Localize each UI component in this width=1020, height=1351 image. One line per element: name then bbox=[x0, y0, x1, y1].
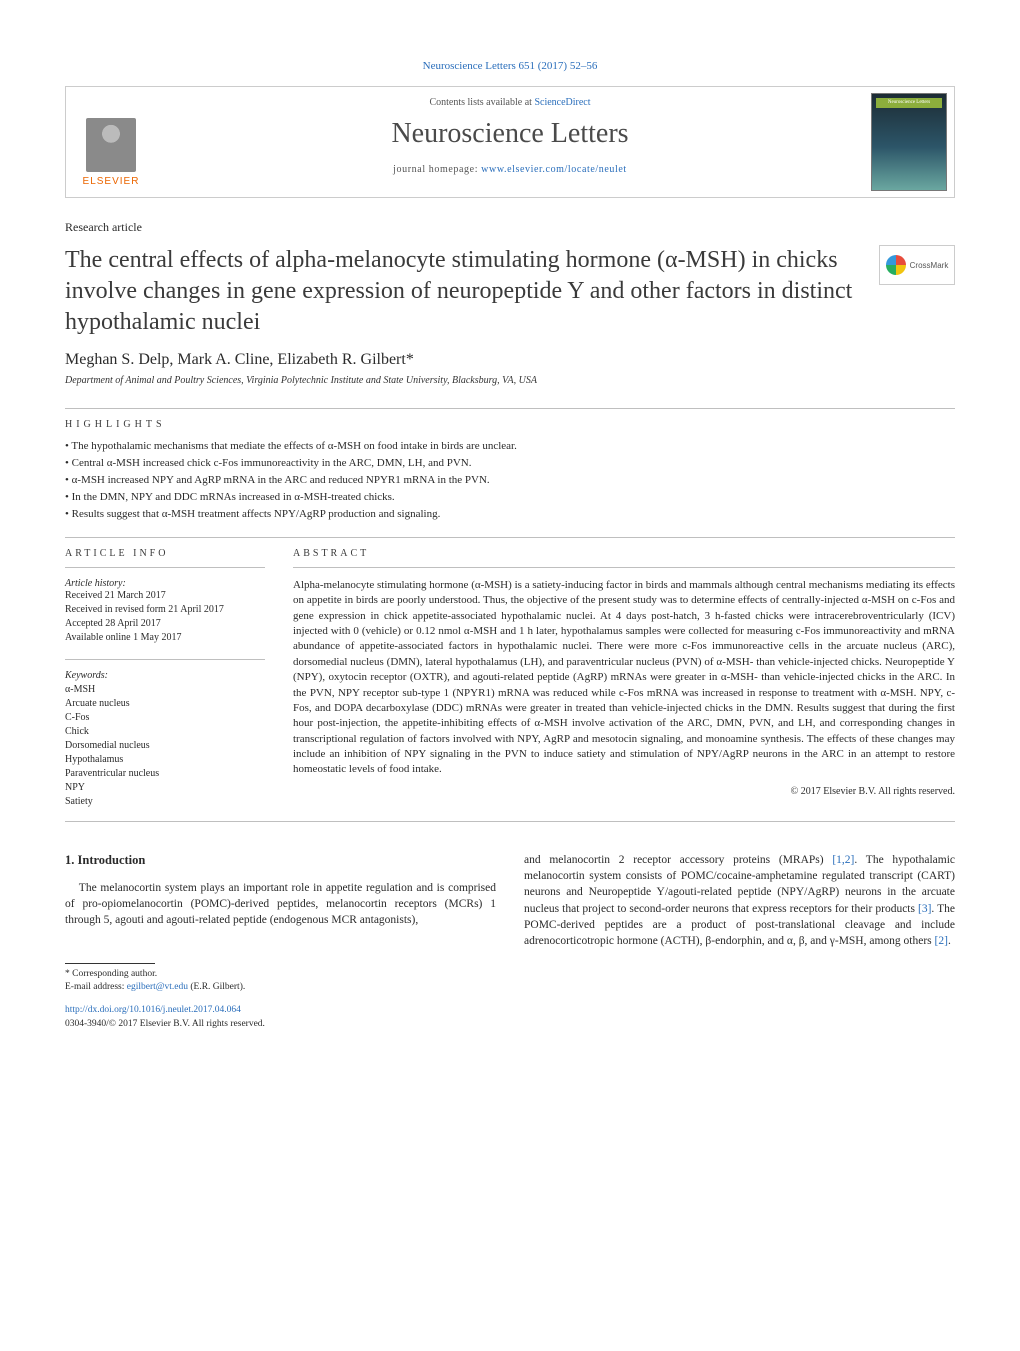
body-right-column: and melanocortin 2 receptor accessory pr… bbox=[524, 852, 955, 1031]
divider bbox=[65, 408, 955, 409]
highlight-item: Results suggest that α-MSH treatment aff… bbox=[65, 506, 955, 523]
email-paren: (E.R. Gilbert). bbox=[188, 982, 245, 992]
divider bbox=[65, 659, 265, 660]
crossmark-badge[interactable]: CrossMark bbox=[879, 245, 955, 285]
header-center: Contents lists available at ScienceDirec… bbox=[156, 87, 864, 197]
cover-strip: Neuroscience Letters bbox=[876, 98, 942, 108]
keyword: Chick bbox=[65, 725, 265, 739]
publisher-name: ELSEVIER bbox=[83, 176, 140, 187]
abstract-column: ABSTRACT Alpha-melanocyte stimulating ho… bbox=[293, 548, 955, 809]
history-line: Accepted 28 April 2017 bbox=[65, 617, 265, 631]
ref-link[interactable]: [1,2] bbox=[832, 854, 854, 866]
intro-para-left: The melanocortin system plays an importa… bbox=[65, 880, 496, 929]
homepage-prefix: journal homepage: bbox=[393, 164, 481, 175]
footnote-rule bbox=[65, 963, 155, 964]
journal-title: Neuroscience Letters bbox=[164, 118, 856, 150]
ref-link[interactable]: [3] bbox=[918, 903, 931, 915]
contents-prefix: Contents lists available at bbox=[429, 97, 534, 108]
divider bbox=[65, 821, 955, 822]
footnote-block: * Corresponding author. E-mail address: … bbox=[65, 963, 496, 1032]
abstract-copyright: © 2017 Elsevier B.V. All rights reserved… bbox=[293, 786, 955, 797]
crossmark-label: CrossMark bbox=[910, 261, 949, 270]
keyword: Paraventricular nucleus bbox=[65, 767, 265, 781]
highlight-item: α-MSH increased NPY and AgRP mRNA in the… bbox=[65, 472, 955, 489]
history-line: Available online 1 May 2017 bbox=[65, 631, 265, 645]
article-type: Research article bbox=[65, 220, 955, 235]
divider bbox=[65, 537, 955, 538]
article-info-label: ARTICLE INFO bbox=[65, 548, 265, 559]
elsevier-logo-icon bbox=[86, 118, 136, 172]
intro-right-seg1: and melanocortin 2 receptor accessory pr… bbox=[524, 854, 832, 866]
corresponding-author: * Corresponding author. bbox=[65, 968, 496, 981]
keyword: Arcuate nucleus bbox=[65, 697, 265, 711]
affiliation: Department of Animal and Poultry Science… bbox=[65, 375, 955, 386]
ref-link[interactable]: [2] bbox=[935, 935, 948, 947]
email-line: E-mail address: egilbert@vt.edu (E.R. Gi… bbox=[65, 981, 496, 994]
body-two-column: 1. Introduction The melanocortin system … bbox=[65, 852, 955, 1031]
highlight-item: The hypothalamic mechanisms that mediate… bbox=[65, 438, 955, 455]
keyword: Dorsomedial nucleus bbox=[65, 739, 265, 753]
keyword: Satiety bbox=[65, 795, 265, 809]
history-line: Received 21 March 2017 bbox=[65, 589, 265, 603]
divider bbox=[65, 567, 265, 568]
email-label: E-mail address: bbox=[65, 982, 127, 992]
keyword: C-Fos bbox=[65, 711, 265, 725]
contents-available: Contents lists available at ScienceDirec… bbox=[164, 97, 856, 108]
body-left-column: 1. Introduction The melanocortin system … bbox=[65, 852, 496, 1031]
sciencedirect-link[interactable]: ScienceDirect bbox=[534, 97, 590, 108]
author-list: Meghan S. Delp, Mark A. Cline, Elizabeth… bbox=[65, 351, 955, 369]
highlight-item: In the DMN, NPY and DDC mRNAs increased … bbox=[65, 489, 955, 506]
journal-header: ELSEVIER Contents lists available at Sci… bbox=[65, 86, 955, 198]
issn-line: 0304-3940/© 2017 Elsevier B.V. All right… bbox=[65, 1018, 496, 1031]
keywords-head: Keywords: bbox=[65, 670, 265, 681]
abstract-text: Alpha-melanocyte stimulating hormone (α-… bbox=[293, 578, 955, 778]
email-link[interactable]: egilbert@vt.edu bbox=[127, 982, 188, 992]
keyword: NPY bbox=[65, 781, 265, 795]
homepage-line: journal homepage: www.elsevier.com/locat… bbox=[164, 164, 856, 175]
abstract-label: ABSTRACT bbox=[293, 548, 955, 559]
article-title: The central effects of alpha-melanocyte … bbox=[65, 245, 865, 339]
article-info-column: ARTICLE INFO Article history: Received 2… bbox=[65, 548, 265, 809]
highlight-item: Central α-MSH increased chick c-Fos immu… bbox=[65, 455, 955, 472]
highlights-label: HIGHLIGHTS bbox=[65, 419, 955, 430]
history-head: Article history: bbox=[65, 578, 265, 589]
homepage-link[interactable]: www.elsevier.com/locate/neulet bbox=[481, 164, 627, 175]
keyword: α-MSH bbox=[65, 683, 265, 697]
keyword: Hypothalamus bbox=[65, 753, 265, 767]
divider bbox=[293, 567, 955, 568]
citation-line: Neuroscience Letters 651 (2017) 52–56 bbox=[65, 60, 955, 72]
history-line: Received in revised form 21 April 2017 bbox=[65, 603, 265, 617]
journal-cover-icon: Neuroscience Letters bbox=[871, 93, 947, 191]
intro-heading: 1. Introduction bbox=[65, 852, 496, 870]
highlights-block: The hypothalamic mechanisms that mediate… bbox=[65, 438, 955, 523]
publisher-block: ELSEVIER bbox=[66, 87, 156, 197]
intro-right-seg4: . bbox=[948, 935, 951, 947]
doi-link[interactable]: http://dx.doi.org/10.1016/j.neulet.2017.… bbox=[65, 1004, 496, 1017]
intro-para-right: and melanocortin 2 receptor accessory pr… bbox=[524, 852, 955, 950]
cover-thumb-wrap: Neuroscience Letters bbox=[864, 87, 954, 197]
